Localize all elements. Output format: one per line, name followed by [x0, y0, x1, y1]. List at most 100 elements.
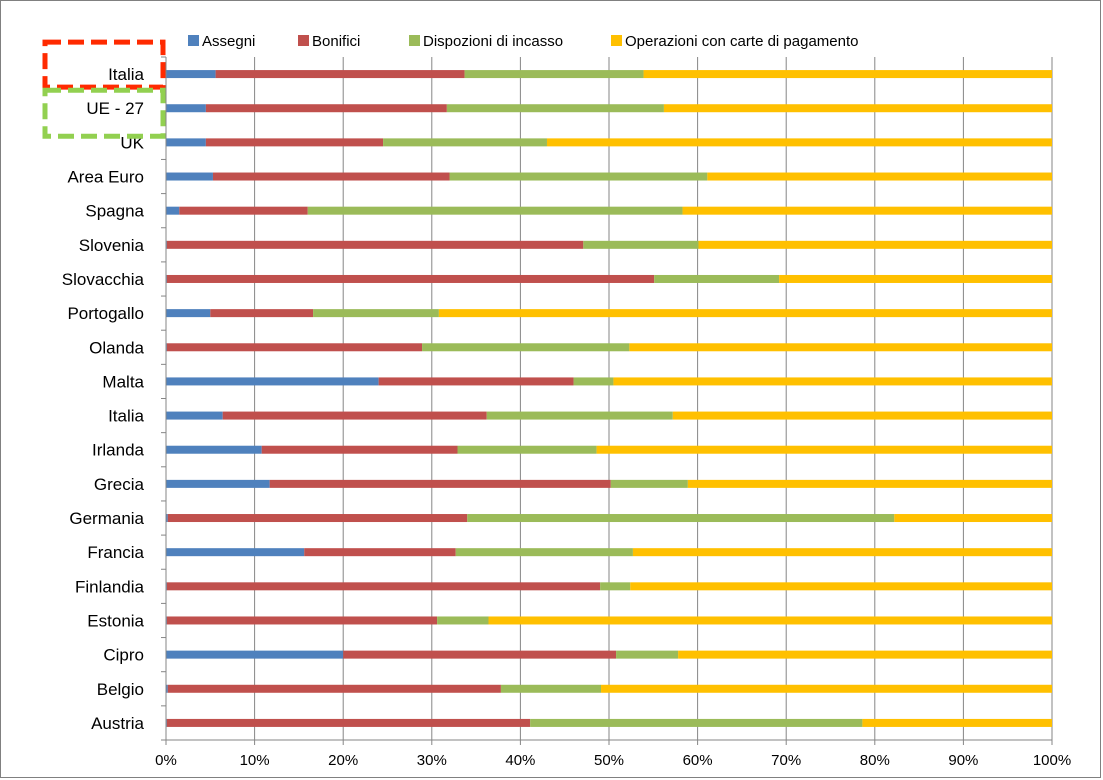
legend-swatch	[298, 35, 309, 46]
bar-segment	[166, 172, 213, 181]
bar-segment	[307, 206, 683, 215]
bar-segment	[166, 548, 305, 557]
bar-segment	[779, 274, 1052, 283]
bar-segment	[166, 138, 206, 147]
bar-segment	[488, 616, 1052, 625]
category-label: Irlanda	[92, 441, 145, 460]
category-label: Spagna	[85, 202, 144, 221]
category-label: Area Euro	[67, 168, 144, 187]
bar-segment	[573, 377, 614, 386]
bar-segment	[616, 650, 679, 659]
highlight-box	[42, 39, 166, 90]
bar-segment	[166, 377, 379, 386]
category-label: Malta	[102, 372, 144, 391]
bar-segment	[383, 138, 547, 147]
bar-segment	[663, 104, 1052, 113]
bar-segment	[378, 377, 574, 386]
legend-label: Dispozioni di incasso	[423, 33, 563, 50]
bar-segment	[166, 70, 216, 79]
x-tick-label: 60%	[683, 752, 713, 769]
highlight-boxes	[42, 39, 166, 139]
category-label: Slovacchia	[62, 270, 145, 289]
bar-segment	[455, 548, 633, 557]
bar-segment	[166, 343, 423, 352]
category-label: UE - 27	[86, 99, 144, 118]
bar-segment	[596, 445, 1052, 454]
bar-segment	[467, 514, 895, 523]
category-label: Cipro	[103, 646, 144, 665]
gridlines	[254, 57, 1053, 740]
bar-segment	[486, 411, 673, 420]
x-tick-label: 40%	[505, 752, 535, 769]
bar-segment	[438, 309, 1052, 318]
bar-segment	[707, 172, 1052, 181]
bar-segment	[304, 548, 456, 557]
bar-segment	[166, 104, 206, 113]
bar-segment	[643, 70, 1052, 79]
category-label: Finlandia	[75, 577, 145, 596]
category-label: Slovenia	[79, 236, 145, 255]
bar-segment	[166, 206, 180, 215]
bar-segment	[600, 582, 631, 591]
x-tick-label: 80%	[860, 752, 890, 769]
category-label: Italia	[108, 65, 144, 84]
bar-segment	[166, 684, 168, 693]
bar-segment	[500, 684, 602, 693]
bar-segment	[546, 138, 1052, 147]
bar-segment	[862, 718, 1052, 727]
bar-segment	[682, 206, 1052, 215]
legend-label: Bonifici	[312, 33, 360, 50]
bar-segment	[457, 445, 597, 454]
bar-segment	[449, 172, 708, 181]
bar-segment	[210, 309, 314, 318]
bar-segment	[166, 445, 262, 454]
category-label: Belgio	[97, 680, 144, 699]
highlight-box	[42, 87, 166, 139]
bar-segment	[610, 479, 688, 488]
x-tick-label: 30%	[417, 752, 447, 769]
bar-segment	[630, 582, 1052, 591]
x-tick-label: 50%	[594, 752, 624, 769]
bars	[166, 70, 1052, 727]
x-tick-label: 0%	[155, 752, 177, 769]
bar-segment	[166, 274, 655, 283]
x-tick-label: 70%	[771, 752, 801, 769]
category-label: Estonia	[87, 611, 144, 630]
bar-segment	[205, 138, 384, 147]
bar-segment	[343, 650, 617, 659]
x-tick-label: 100%	[1033, 752, 1071, 769]
bar-segment	[166, 582, 601, 591]
bar-segment	[672, 411, 1052, 420]
bar-segment	[166, 411, 223, 420]
bar-segment	[222, 411, 487, 420]
bar-segment	[530, 718, 863, 727]
bar-segment	[632, 548, 1052, 557]
bar-segment	[894, 514, 1052, 523]
category-label: Francia	[87, 543, 144, 562]
bar-segment	[215, 70, 465, 79]
bar-segment	[437, 616, 489, 625]
axes	[161, 56, 1053, 745]
category-label: Austria	[91, 714, 144, 733]
legend: Assegni Bonifici Dispozioni di incasso Oper…	[188, 33, 858, 50]
category-label: Italia	[108, 407, 144, 426]
bar-segment	[166, 514, 168, 523]
bar-segment	[613, 377, 1052, 386]
x-tick-label: 10%	[240, 752, 270, 769]
bar-segment	[698, 240, 1052, 249]
category-label: Olanda	[89, 338, 144, 357]
bar-segment	[166, 718, 531, 727]
category-label: Germania	[69, 509, 144, 528]
bar-segment	[583, 240, 699, 249]
bar-segment	[464, 70, 644, 79]
bar-segment	[166, 240, 584, 249]
x-tick-label: 90%	[948, 752, 978, 769]
bar-segment	[261, 445, 458, 454]
bar-segment	[167, 684, 501, 693]
bar-segment	[166, 616, 438, 625]
bar-segment	[269, 479, 611, 488]
legend-label: Operazioni con carte di pagamento	[625, 33, 858, 50]
